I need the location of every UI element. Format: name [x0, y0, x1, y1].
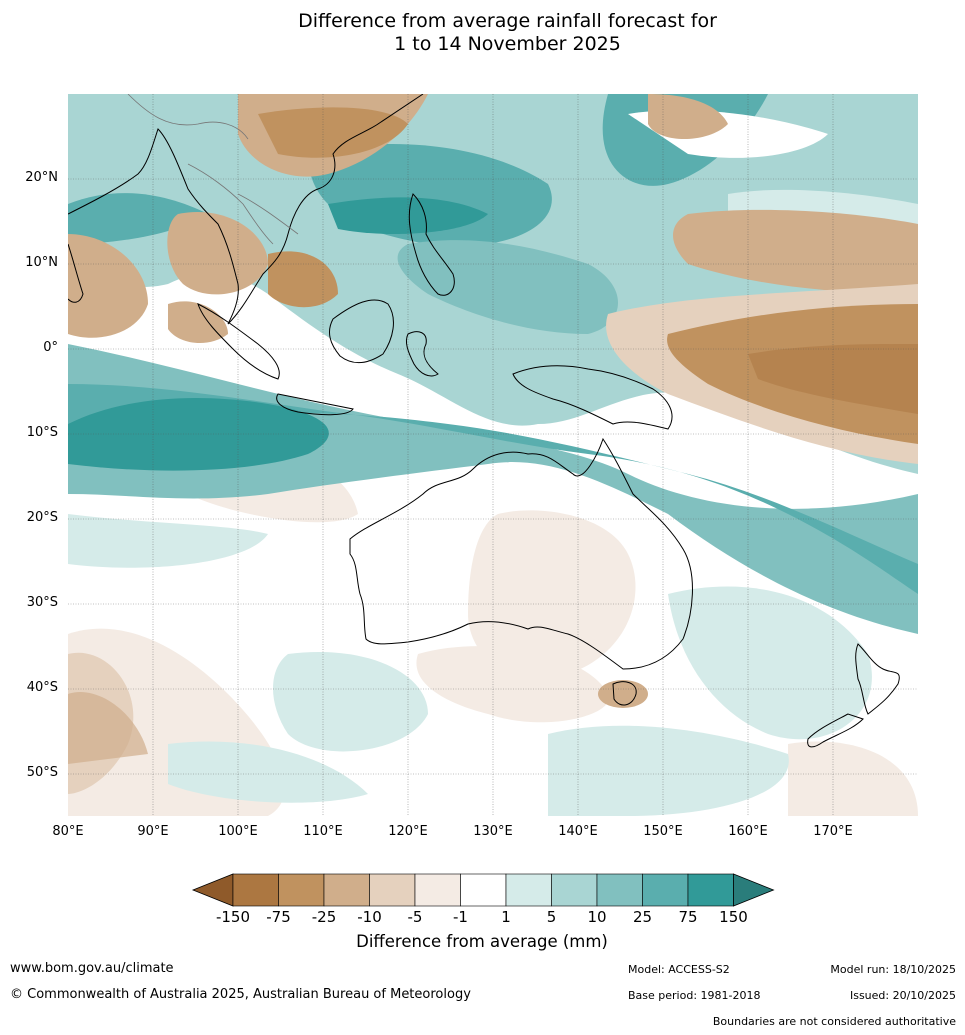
- lat-label: 10°N: [25, 255, 58, 270]
- rain-anomaly-region: [328, 197, 488, 234]
- rain-anomaly-region: [397, 240, 618, 334]
- lat-label: 40°S: [26, 680, 58, 695]
- borneo-coastline: [329, 299, 394, 363]
- rain-anomaly-region: [168, 741, 368, 803]
- rain-anomaly-region: [273, 652, 428, 752]
- new-guinea-coastline: [512, 365, 673, 430]
- india-coastline: [68, 243, 84, 303]
- lon-label: 110°E: [303, 824, 343, 839]
- rain-anomaly-region: [258, 107, 408, 158]
- colorbar-extend-low: [191, 873, 234, 907]
- lat-label: 30°S: [26, 595, 58, 610]
- colorbar-segment: [323, 873, 370, 907]
- model-run-date: Model run: 18/10/2025: [830, 963, 956, 976]
- colorbar-tick-label: -75: [266, 908, 291, 926]
- rain-anomaly-region: [648, 94, 728, 139]
- mainland-asia-coastline: [68, 94, 424, 325]
- base-period: Base period: 1981-2018: [628, 989, 761, 1002]
- colorbar-tick-label: 1: [501, 908, 511, 926]
- colorbar-segment: [505, 873, 552, 907]
- rain-anomaly-region: [68, 514, 268, 568]
- colorbar-tick-label: 5: [546, 908, 557, 926]
- lat-label: 10°S: [26, 425, 58, 440]
- sulawesi-coastline: [405, 331, 439, 377]
- map-title: Difference from average rainfall forecas…: [0, 10, 965, 56]
- country-borders: [127, 94, 299, 245]
- new-zealand-north: [855, 643, 900, 715]
- australia-coastline: [349, 437, 693, 670]
- java-coastline: [276, 393, 354, 416]
- colorbar-segment: [278, 873, 325, 907]
- title-line-1: Difference from average rainfall forecas…: [298, 10, 717, 32]
- rain-anomaly-region: [68, 193, 208, 244]
- rain-anomaly-region: [668, 586, 872, 740]
- issued-date: Issued: 20/10/2025: [849, 989, 956, 1002]
- colorbar-tick-label: 10: [587, 908, 607, 926]
- lon-label: 150°E: [643, 824, 683, 839]
- colorbar-tick-label: 150: [719, 908, 748, 926]
- coastlines: [68, 94, 900, 748]
- colorbar-tick-label: -25: [311, 908, 337, 926]
- colorbar-title: Difference from average (mm): [356, 932, 608, 951]
- lon-label: 90°E: [137, 824, 169, 839]
- rain-anomaly-region: [788, 741, 918, 816]
- rain-anomaly-region: [168, 301, 228, 344]
- colorbar-tick-label: -1: [453, 908, 468, 926]
- rain-anomaly-region: [268, 251, 338, 308]
- lon-label: 170°E: [813, 824, 853, 839]
- colorbar: [191, 873, 775, 907]
- rain-anomaly-region: [598, 680, 648, 708]
- colorbar-segment: [414, 873, 461, 907]
- lat-label: 50°S: [26, 765, 58, 780]
- rain-anomaly-region: [468, 510, 636, 680]
- lon-label: 80°E: [52, 824, 84, 839]
- colorbar-segment: [460, 873, 507, 907]
- website-link[interactable]: www.bom.gov.au/climate: [10, 961, 174, 976]
- new-zealand-south: [807, 713, 864, 748]
- colorbar-tick-label: 25: [632, 908, 653, 926]
- model-name: Model: ACCESS-S2: [628, 963, 730, 976]
- colorbar-tick-label: -150: [215, 908, 251, 926]
- colorbar-tick-label: 75: [678, 908, 698, 926]
- lon-label: 160°E: [728, 824, 768, 839]
- rain-anomaly-region: [68, 234, 148, 338]
- colorbar-segment: [232, 873, 279, 907]
- boundaries-note: Boundaries are not considered authoritat…: [712, 1015, 956, 1028]
- colorbar-tick-label: -5: [407, 908, 423, 926]
- lat-label: 20°N: [25, 170, 58, 185]
- graticule: [68, 94, 918, 816]
- philippines-coastline: [408, 193, 455, 296]
- colorbar-extend-high: [733, 873, 775, 907]
- colorbar-segment: [369, 873, 416, 907]
- lon-label: 130°E: [473, 824, 513, 839]
- lat-label: 20°S: [26, 510, 58, 525]
- rain-anomaly-region: [167, 212, 268, 295]
- copyright-text: © Commonwealth of Australia 2025, Austra…: [10, 987, 471, 1002]
- colorbar-segment: [551, 873, 598, 907]
- rain-anomaly-region: [548, 725, 789, 816]
- colorbar-segment: [596, 873, 643, 907]
- lat-label: 0°: [43, 340, 58, 355]
- lon-label: 120°E: [388, 824, 428, 839]
- colorbar-segment: [642, 873, 689, 907]
- tasmania-coastline: [612, 681, 637, 706]
- title-line-2: 1 to 14 November 2025: [394, 33, 621, 55]
- rain-anomaly-region: [673, 209, 918, 294]
- rainfall-map: [68, 94, 918, 816]
- sumatra-coastline: [197, 303, 280, 380]
- rain-anomaly-region: [68, 692, 148, 764]
- lon-label: 140°E: [558, 824, 598, 839]
- colorbar-tick-label: -10: [357, 908, 382, 926]
- colorbar-segment: [687, 873, 734, 907]
- lon-label: 100°E: [218, 824, 258, 839]
